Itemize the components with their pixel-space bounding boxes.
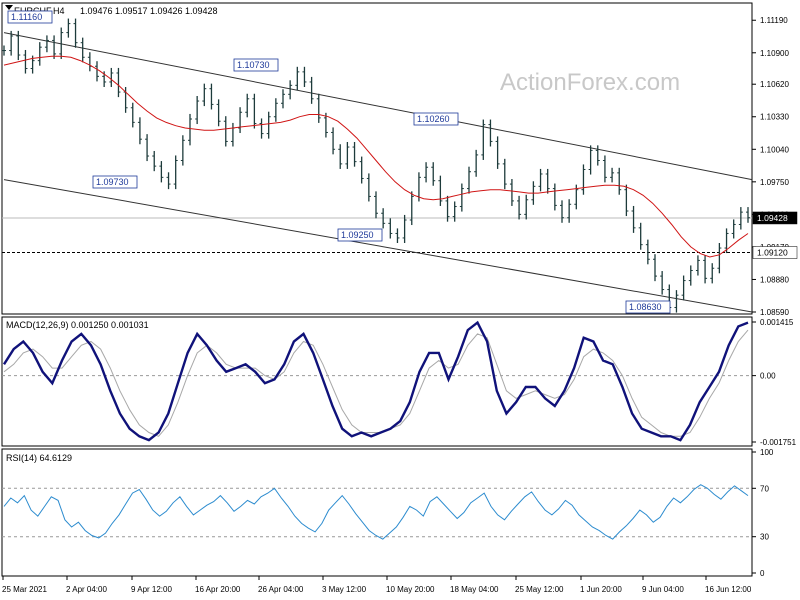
price-annotation: 1.09250 (337, 228, 383, 242)
support-level-label: 1.09120 (752, 246, 798, 259)
header-open: 1.09476 (80, 6, 113, 16)
annotation-label: 1.08630 (629, 302, 662, 312)
price-y-axis: 1.11190 1.10900 1.10620 1.10330 1.10040 1.097… (752, 16, 798, 317)
price-annotation: 1.11160 (7, 10, 53, 24)
rsi-series (2, 484, 752, 540)
x-tick-label: 3 May 12:00 (322, 585, 367, 594)
price-annotation: 1.10260 (413, 112, 459, 126)
annotation-label: 1.11160 (11, 12, 42, 22)
price-annotation: 1.08630 (625, 300, 671, 314)
header-low: 1.09426 (150, 6, 183, 16)
annotation-label: 1.10260 (417, 114, 450, 124)
header-high: 1.09517 (115, 6, 148, 16)
support-level-label-box (752, 246, 798, 259)
x-tick-label: 16 Apr 20:00 (195, 585, 241, 594)
channel-upper-line (3, 32, 753, 181)
annotation-label: 1.09730 (96, 177, 129, 187)
x-tick-label: 16 Jun 12:00 (705, 585, 752, 594)
current-price-label-text: 1.09428 (757, 213, 788, 223)
header-close: 1.09428 (185, 6, 218, 16)
annotation-box (92, 175, 138, 189)
price-y-tick-label: 1.10330 (760, 113, 789, 122)
x-tick-label: 10 May 20:00 (386, 585, 435, 594)
price-y-tick-label: 1.08880 (760, 275, 789, 284)
x-tick-label: 2 Apr 04:00 (66, 585, 107, 594)
price-panel-frame (1, 2, 753, 315)
x-tick-label: 1 Jun 20:00 (580, 585, 622, 594)
price-annotation: 1.10730 (233, 58, 279, 72)
rsi-y-tick-label: 100 (760, 448, 774, 457)
price-channel (3, 32, 753, 313)
rsi-y-tick-label: 70 (760, 484, 769, 493)
rsi-y-tick-label: 0 (760, 569, 765, 578)
macd-y-axis: 0.001415 0.00 -0.001751 (752, 318, 797, 447)
collapse-triangle-icon (5, 5, 13, 10)
annotation-label: 1.09250 (341, 230, 374, 240)
annotation-box (625, 300, 671, 314)
price-y-tick-label: 1.09750 (760, 178, 789, 187)
rsi-y-axis: 100 70 30 0 (752, 448, 774, 578)
macd-y-tick-label: 0.001415 (760, 318, 794, 327)
price-y-tick-label: 1.11190 (760, 16, 788, 25)
annotation-label: 1.10730 (237, 60, 270, 70)
x-tick-label: 9 Apr 12:00 (131, 585, 172, 594)
annotation-box (337, 228, 383, 242)
annotation-box (7, 10, 53, 24)
price-series (2, 18, 750, 313)
rsi-title: RSI(14) 64.6129 (6, 453, 72, 463)
x-tick-label: 26 Apr 04:00 (258, 585, 304, 594)
x-axis: 25 Mar 2021 2 Apr 04:00 9 Apr 12:00 16 Apr … (2, 576, 752, 594)
price-y-tick-label: 1.10040 (760, 145, 789, 154)
macd-signal-line (3, 329, 749, 437)
macd-main-line (2, 320, 749, 442)
macd-title: MACD(12,26,9) 0.001250 0.001031 (6, 320, 149, 330)
moving-average (3, 55, 749, 258)
rsi-panel-frame (1, 448, 753, 577)
watermark: ActionForex.com (500, 69, 680, 96)
price-y-tick-label: 1.10900 (760, 49, 789, 58)
rsi-y-tick-label: 30 (760, 533, 769, 542)
ma-line (3, 55, 749, 258)
channel-lower-line (3, 179, 753, 313)
annotation-box (413, 112, 459, 126)
macd-y-tick-label: -0.001751 (760, 438, 797, 447)
price-annotations: 1.11160 1.10730 1.10260 1.09730 1.09250 1.086… (7, 10, 671, 314)
price-grid (2, 217, 752, 254)
macd-series (2, 320, 752, 442)
x-tick-label: 25 Mar 2021 (2, 585, 47, 594)
support-level-label-text: 1.09120 (757, 248, 788, 258)
current-price-label-box (752, 211, 798, 225)
rsi-line (3, 484, 749, 540)
x-tick-label: 18 May 04:00 (450, 585, 499, 594)
macd-y-tick-label: 0.00 (760, 372, 776, 381)
price-y-tick-label: 1.10620 (760, 80, 789, 89)
price-y-tick-label: 1.08590 (760, 308, 789, 317)
x-tick-label: 25 May 12:00 (515, 585, 564, 594)
x-tick-label: 9 Jun 04:00 (642, 585, 684, 594)
annotation-box (233, 58, 279, 72)
price-annotation: 1.09730 (92, 175, 138, 189)
current-price-label: 1.09428 (752, 211, 798, 225)
